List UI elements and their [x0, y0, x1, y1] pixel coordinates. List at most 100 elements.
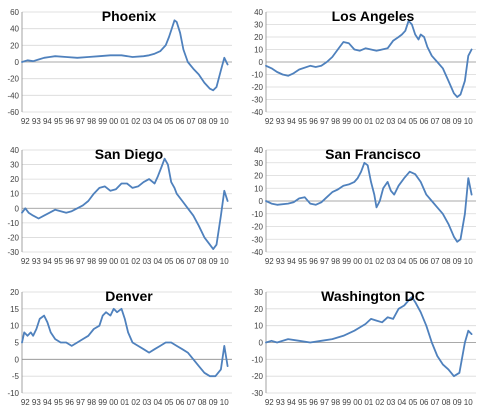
- x-tick-label: 05: [165, 117, 174, 126]
- y-tick-label: -40: [251, 108, 263, 117]
- chart-title: San Francisco: [325, 146, 421, 162]
- y-tick-label: -5: [12, 372, 20, 381]
- x-tick-label: 93: [32, 117, 41, 126]
- x-tick-label: 95: [54, 117, 63, 126]
- y-tick-label: -30: [7, 248, 19, 257]
- y-tick-label: -20: [251, 372, 263, 381]
- x-tick-label: 97: [320, 117, 329, 126]
- x-tick-label: 07: [431, 257, 440, 266]
- x-tick-label: 94: [287, 257, 296, 266]
- x-tick-label: 97: [320, 257, 329, 266]
- x-tick-label: 02: [131, 117, 140, 126]
- y-tick-label: 0: [259, 197, 264, 206]
- x-tick-label: 10: [220, 117, 229, 126]
- x-tick-label: 93: [276, 117, 285, 126]
- y-tick-label: 10: [254, 46, 263, 55]
- x-tick-label: 98: [331, 117, 340, 126]
- x-tick-label: 06: [420, 257, 429, 266]
- x-tick-label: 00: [353, 398, 362, 407]
- x-tick-label: 99: [342, 257, 351, 266]
- y-tick-label: -30: [251, 96, 263, 105]
- y-tick-label: 60: [10, 8, 19, 17]
- y-tick-label: -60: [7, 108, 19, 117]
- x-tick-label: 98: [87, 398, 96, 407]
- series-line: [265, 296, 473, 378]
- x-tick-label: 02: [131, 257, 140, 266]
- x-tick-label: 07: [187, 257, 196, 266]
- x-tick-label: 03: [142, 398, 151, 407]
- chart-title: San Diego: [95, 146, 163, 162]
- chart-title: Phoenix: [102, 8, 157, 24]
- x-tick-label: 96: [65, 257, 74, 266]
- y-tick-label: 0: [259, 339, 264, 348]
- x-tick-label: 99: [98, 257, 107, 266]
- x-tick-label: 93: [276, 257, 285, 266]
- x-tick-label: 04: [153, 398, 162, 407]
- x-tick-label: 92: [21, 257, 30, 266]
- x-tick-label: 03: [386, 117, 395, 126]
- x-tick-label: 92: [21, 117, 30, 126]
- x-tick-label: 93: [276, 398, 285, 407]
- x-tick-label: 07: [187, 117, 196, 126]
- x-tick-label: 02: [131, 398, 140, 407]
- x-tick-label: 95: [298, 117, 307, 126]
- x-tick-label: 06: [176, 398, 185, 407]
- x-tick-label: 01: [364, 257, 373, 266]
- series-line: [21, 157, 229, 250]
- x-tick-label: 05: [165, 257, 174, 266]
- x-tick-label: 09: [453, 398, 462, 407]
- x-tick-label: 04: [397, 117, 406, 126]
- x-tick-label: 92: [21, 398, 30, 407]
- x-tick-label: 03: [142, 257, 151, 266]
- x-tick-label: 96: [65, 117, 74, 126]
- x-tick-label: 98: [331, 257, 340, 266]
- x-tick-label: 09: [453, 117, 462, 126]
- x-tick-label: 06: [420, 398, 429, 407]
- series-line: [265, 161, 473, 243]
- y-tick-label: -10: [251, 210, 263, 219]
- x-tick-label: 03: [386, 257, 395, 266]
- x-tick-label: 05: [409, 398, 418, 407]
- x-tick-label: 94: [287, 117, 296, 126]
- x-tick-label: 99: [342, 398, 351, 407]
- x-tick-label: 07: [431, 398, 440, 407]
- y-tick-label: 10: [254, 184, 263, 193]
- y-tick-label: -10: [251, 355, 263, 364]
- x-tick-label: 94: [43, 398, 52, 407]
- x-tick-label: 00: [353, 117, 362, 126]
- x-tick-label: 06: [176, 257, 185, 266]
- x-tick-label: 01: [364, 117, 373, 126]
- x-tick-label: 09: [453, 257, 462, 266]
- y-tick-label: 20: [254, 33, 263, 42]
- y-tick-label: 5: [15, 339, 20, 348]
- y-tick-label: -20: [7, 75, 19, 84]
- x-tick-label: 06: [420, 117, 429, 126]
- x-tick-label: 06: [176, 117, 185, 126]
- y-tick-label: -10: [7, 389, 19, 398]
- x-tick-label: 92: [265, 257, 274, 266]
- x-tick-label: 01: [364, 398, 373, 407]
- chart-panel-5: -30 -20 -10 0 10 20 30 92 93 94 95 96 97 98 99 00 01 02 03…: [251, 288, 476, 407]
- x-tick-label: 95: [298, 257, 307, 266]
- y-tick-label: 30: [254, 21, 263, 30]
- x-tick-label: 95: [54, 398, 63, 407]
- y-tick-label: -20: [7, 233, 19, 242]
- x-tick-label: 09: [209, 117, 218, 126]
- x-tick-label: 97: [320, 398, 329, 407]
- chart-title: Los Angeles: [332, 8, 415, 24]
- x-tick-label: 08: [442, 257, 451, 266]
- x-tick-label: 94: [287, 398, 296, 407]
- x-tick-label: 01: [120, 117, 129, 126]
- x-tick-label: 04: [397, 398, 406, 407]
- y-tick-label: 40: [254, 146, 263, 155]
- x-tick-label: 96: [309, 398, 318, 407]
- x-tick-label: 10: [464, 398, 473, 407]
- chart-panel-0: -60 -40 -20 0 20 40 60 92 93 94 95 96 97 98 99 00 01 02 03…: [7, 8, 232, 126]
- y-tick-label: 15: [10, 305, 19, 314]
- y-tick-label: 0: [15, 204, 20, 213]
- x-tick-label: 04: [153, 117, 162, 126]
- y-tick-label: 20: [10, 175, 19, 184]
